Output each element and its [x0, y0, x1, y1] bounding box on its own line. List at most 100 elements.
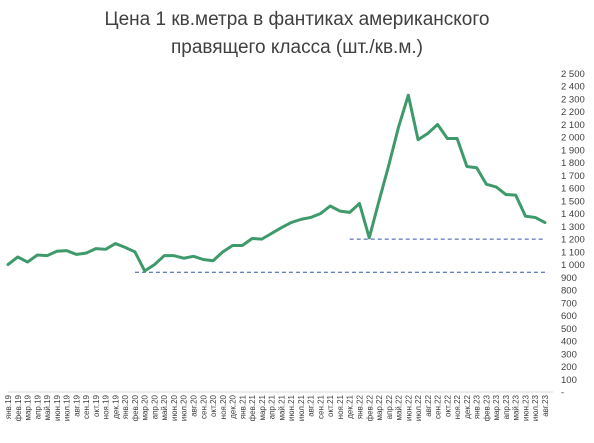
x-tick-label: май.20	[160, 394, 169, 420]
x-tick-label: июл.23	[531, 394, 540, 421]
data-point	[270, 232, 272, 234]
data-point	[212, 260, 214, 262]
x-tick-label: авг.20	[190, 394, 199, 416]
x-tick-label: апр.22	[385, 394, 394, 419]
y-tick-label: 300	[561, 349, 577, 360]
data-point	[104, 248, 106, 250]
data-point	[251, 237, 253, 239]
x-tick-label: авг.21	[307, 394, 316, 416]
y-tick-label: 600	[561, 311, 577, 322]
x-tick-label: окт.20	[209, 394, 218, 416]
x-tick-label: мар.22	[375, 394, 384, 420]
x-tick-label: ноя.21	[336, 394, 345, 419]
data-point	[417, 139, 419, 141]
data-point	[397, 126, 399, 128]
data-point	[173, 254, 175, 256]
x-tick-label: июн.21	[287, 394, 296, 421]
y-tick-label: 1 300	[561, 222, 585, 233]
data-point	[319, 212, 321, 214]
data-point	[56, 250, 58, 252]
data-point	[222, 251, 224, 253]
data-point	[388, 164, 390, 166]
data-point	[427, 132, 429, 134]
y-tick-label: 1 400	[561, 209, 585, 220]
x-tick-label: апр.20	[150, 394, 159, 419]
x-tick-label: ноя.20	[219, 394, 228, 419]
data-point	[280, 226, 282, 228]
x-tick-label: мар.20	[141, 394, 150, 420]
x-tick-label: апр.23	[502, 394, 511, 419]
data-point	[114, 242, 116, 244]
data-point	[163, 254, 165, 256]
y-tick-label: 2 200	[561, 107, 585, 118]
data-point	[534, 216, 536, 218]
y-tick-label: 200	[561, 362, 577, 373]
chart-title-line-2: правящего класса (шт./кв.м.)	[170, 37, 424, 58]
data-point	[153, 263, 155, 265]
data-point	[75, 253, 77, 255]
y-tick-label: 400	[561, 337, 577, 348]
y-tick-label: 1 800	[561, 158, 585, 169]
x-tick-label: дек.22	[463, 394, 472, 418]
data-point	[290, 221, 292, 223]
y-tick-label: 1 200	[561, 235, 585, 246]
data-point	[524, 215, 526, 217]
data-point	[183, 257, 185, 259]
x-tick-label: июн.20	[170, 394, 179, 421]
x-tick-label: май.21	[277, 394, 286, 420]
data-point	[231, 244, 233, 246]
x-tick-label: июн.19	[53, 394, 62, 421]
data-point	[339, 210, 341, 212]
data-point	[143, 270, 145, 272]
y-tick-label: 1 100	[561, 247, 585, 258]
x-tick-label: авг.23	[541, 394, 550, 416]
x-tick-label: мар.21	[258, 394, 267, 420]
x-tick-label: янв.19	[4, 394, 13, 419]
data-point	[358, 202, 360, 204]
x-tick-label: фев.20	[131, 394, 140, 421]
y-tick-label: 1 000	[561, 260, 585, 271]
data-point	[436, 123, 438, 125]
y-tick-label: 1 500	[561, 196, 585, 207]
x-tick-label: янв.23	[473, 394, 482, 419]
data-point	[7, 263, 9, 265]
data-point	[124, 246, 126, 248]
y-tick-label: 2 100	[561, 120, 585, 131]
data-point	[134, 251, 136, 253]
data-point	[349, 211, 351, 213]
series-line	[6, 93, 547, 273]
x-tick-label: июн.23	[521, 394, 530, 421]
y-tick-label: 1 700	[561, 171, 585, 182]
data-point	[65, 249, 67, 251]
data-point	[36, 254, 38, 256]
y-tick-label: 2 400	[561, 82, 585, 93]
x-tick-label: янв.20	[121, 394, 130, 419]
x-tick-label: ноя.19	[102, 394, 111, 419]
x-tick-label: мар.19	[24, 394, 33, 420]
data-point	[475, 167, 477, 169]
data-point	[261, 238, 263, 240]
x-tick-label: сен.22	[434, 394, 443, 419]
data-point	[241, 244, 243, 246]
data-point	[505, 193, 507, 195]
x-tick-label: авг.19	[72, 394, 81, 416]
y-tick-label: 700	[561, 298, 577, 309]
data-point	[329, 205, 331, 207]
x-tick-label: апр.21	[268, 394, 277, 419]
y-tick-label: 500	[561, 324, 577, 335]
x-tick-label: фев.19	[14, 394, 23, 421]
data-point	[17, 256, 19, 258]
data-point	[368, 237, 370, 239]
x-tick-label: сен.19	[82, 394, 91, 419]
x-tick-label: апр.19	[33, 394, 42, 419]
x-tick-label: фев.23	[482, 394, 491, 421]
data-point	[85, 252, 87, 254]
y-tick-label: -	[561, 388, 564, 399]
x-tick-label: окт.22	[443, 394, 452, 416]
chart-title-line-1: Цена 1 кв.метра в фантиках американского	[104, 9, 490, 30]
x-tick-label: фев.22	[365, 394, 374, 421]
y-tick-label: 1 600	[561, 184, 585, 195]
data-point	[495, 186, 497, 188]
